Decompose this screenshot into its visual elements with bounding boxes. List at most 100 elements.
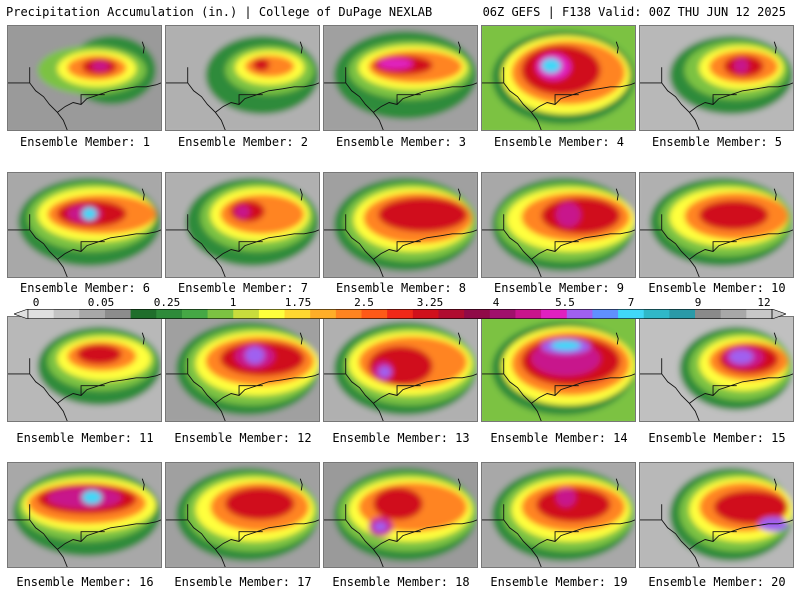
precip-map-member-11	[7, 316, 162, 422]
precip-map-member-10	[639, 172, 794, 278]
precip-map-member-1	[7, 25, 162, 131]
colorbar-segment	[284, 309, 311, 319]
colorbar-tick-label: 5.5	[555, 296, 575, 309]
colorbar-segment	[207, 309, 234, 319]
colorbar-segment	[361, 309, 388, 319]
colorbar-min-arrow	[14, 309, 29, 319]
panel-label-member-9: Ensemble Member: 9	[493, 281, 625, 295]
state-border-lines	[324, 67, 477, 130]
precip-map-member-13	[323, 316, 478, 422]
state-border-lines	[640, 67, 793, 130]
state-border-lines	[8, 67, 161, 130]
colorbar-tick-label: 0.25	[153, 296, 181, 309]
state-border-lines	[324, 358, 477, 421]
state-border-lines	[166, 358, 319, 421]
colorbar-segment	[28, 309, 55, 319]
colorbar-segment	[310, 309, 337, 319]
panel-label-member-8: Ensemble Member: 8	[335, 281, 467, 295]
colorbar-tick-label: 1.75	[284, 296, 312, 309]
precip-map-member-20	[639, 462, 794, 568]
precip-map-member-16	[7, 462, 162, 568]
precip-map-member-6	[7, 172, 162, 278]
panel-label-member-14: Ensemble Member: 14	[490, 431, 628, 445]
precip-map-member-12	[165, 316, 320, 422]
colorbar-tick-label: 0.05	[87, 296, 115, 309]
colorbar-segment	[233, 309, 260, 319]
state-border-lines	[482, 504, 635, 567]
precip-map-member-2	[165, 25, 320, 131]
colorbar-segment	[438, 309, 465, 319]
colorbar-segment	[79, 309, 106, 319]
panel-label-member-17: Ensemble Member: 17	[174, 575, 312, 589]
state-border-lines	[640, 358, 793, 421]
state-border-lines	[166, 67, 319, 130]
colorbar-max-arrow	[771, 309, 786, 319]
panel-label-member-11: Ensemble Member: 11	[16, 431, 154, 445]
colorbar-tick-label: 2.5	[354, 296, 374, 309]
panel-label-member-1: Ensemble Member: 1	[19, 135, 151, 149]
colorbar-segment	[258, 309, 286, 319]
state-border-lines	[166, 504, 319, 567]
precip-map-member-9	[481, 172, 636, 278]
panel-label-member-2: Ensemble Member: 2	[177, 135, 309, 149]
panel-label-member-16: Ensemble Member: 16	[16, 575, 154, 589]
precip-map-member-4	[481, 25, 636, 131]
colorbar-segment	[720, 309, 747, 319]
colorbar-segment	[746, 309, 773, 319]
precip-map-member-8	[323, 172, 478, 278]
state-border-lines	[8, 504, 161, 567]
state-border-lines	[324, 214, 477, 277]
panel-label-member-10: Ensemble Member: 10	[648, 281, 786, 295]
colorbar-segment	[156, 309, 183, 319]
colorbar-tick-label: 7	[627, 296, 635, 309]
colorbar-segment	[412, 309, 439, 319]
colorbar-segment	[643, 309, 670, 319]
colorbar-tick-label: 1	[229, 296, 237, 309]
panel-label-member-13: Ensemble Member: 13	[332, 431, 470, 445]
panel-label-member-4: Ensemble Member: 4	[493, 135, 625, 149]
state-border-lines	[166, 214, 319, 277]
state-border-lines	[8, 214, 161, 277]
colorbar-segment	[541, 309, 568, 319]
panel-label-member-3: Ensemble Member: 3	[335, 135, 467, 149]
colorbar-segment	[515, 309, 542, 319]
colorbar-tick-label: 0	[32, 296, 40, 309]
precip-map-member-14	[481, 316, 636, 422]
precip-map-member-3	[323, 25, 478, 131]
colorbar-segment	[592, 309, 619, 319]
panel-label-member-15: Ensemble Member: 15	[648, 431, 786, 445]
panel-label-member-5: Ensemble Member: 5	[651, 135, 783, 149]
colorbar-tick-label: 3.25	[416, 296, 444, 309]
colorbar-segment	[695, 309, 722, 319]
colorbar-segment	[669, 309, 696, 319]
colorbar-tick-label: 9	[694, 296, 702, 309]
precip-map-member-19	[481, 462, 636, 568]
precip-map-member-7	[165, 172, 320, 278]
colorbar-segment	[387, 309, 414, 319]
colorbar-tick-label: 4	[492, 296, 500, 309]
state-border-lines	[640, 504, 793, 567]
colorbar-segment	[130, 309, 157, 319]
state-border-lines	[640, 214, 793, 277]
precip-map-member-18	[323, 462, 478, 568]
colorbar-segment	[489, 309, 516, 319]
colorbar-segment	[335, 309, 363, 319]
colorbar-segment	[181, 309, 209, 319]
colorbar-segment	[618, 309, 645, 319]
panel-label-member-12: Ensemble Member: 12	[174, 431, 312, 445]
precip-map-member-5	[639, 25, 794, 131]
colorbar-segment	[566, 309, 593, 319]
state-border-lines	[8, 358, 161, 421]
panel-label-member-19: Ensemble Member: 19	[490, 575, 628, 589]
state-border-lines	[324, 504, 477, 567]
precip-colorbar	[14, 309, 786, 319]
model-run-info: 06Z GEFS | F138 Valid: 00Z THU JUN 12 20…	[482, 5, 786, 19]
panel-label-member-6: Ensemble Member: 6	[19, 281, 151, 295]
state-border-lines	[482, 358, 635, 421]
state-border-lines	[482, 67, 635, 130]
colorbar-segment	[104, 309, 132, 319]
map-title: Precipitation Accumulation (in.) | Colle…	[6, 5, 433, 19]
state-border-lines	[482, 214, 635, 277]
colorbar-tick-label: 12	[757, 296, 771, 309]
precip-map-member-17	[165, 462, 320, 568]
